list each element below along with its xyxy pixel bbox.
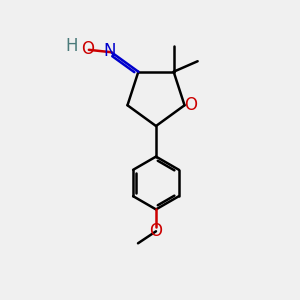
Text: H: H: [65, 37, 78, 55]
Text: O: O: [149, 222, 163, 240]
Text: O: O: [81, 40, 94, 58]
Text: N: N: [103, 42, 116, 60]
Text: O: O: [184, 96, 197, 114]
